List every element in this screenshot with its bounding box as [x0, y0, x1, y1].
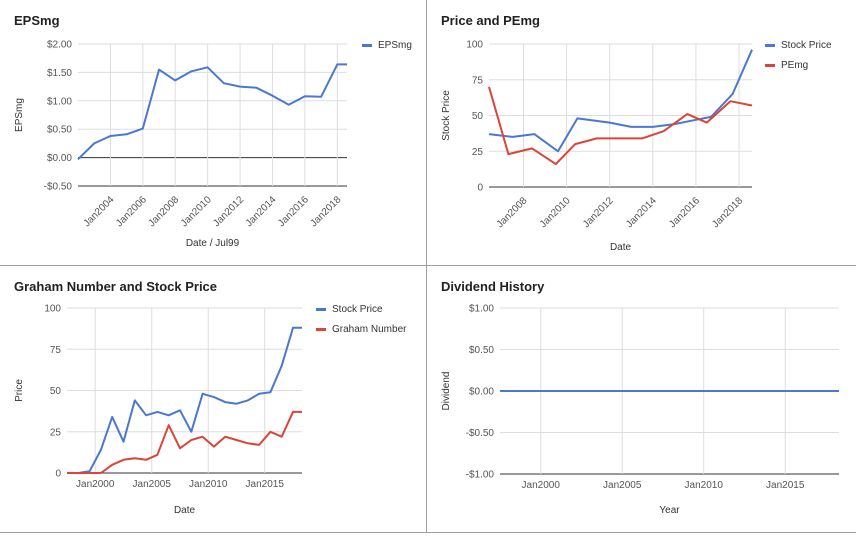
eps-chart: EPSmg -$0.50 $0.00 $0.50 $1.00 $1.50 $2.00 Jan2… — [14, 13, 412, 249]
x-tick-label: Jan2018 — [308, 194, 343, 229]
x-tick-label: Jan2014 — [244, 194, 279, 229]
y-tick-label: 25 — [472, 147, 484, 158]
x-tick-label: Jan2006 — [114, 194, 149, 229]
y-tick-label: 25 — [50, 427, 62, 438]
y-tick-label: -$0.50 — [44, 182, 73, 193]
x-axis-label: Year — [659, 505, 680, 516]
x-tick-label: Jan2014 — [624, 195, 659, 230]
x-tick-label: Jan2018 — [710, 195, 745, 230]
legend-swatch — [765, 64, 775, 67]
chart-title: Price and PEmg — [441, 13, 540, 28]
y-tick-label: 50 — [472, 111, 484, 122]
y-tick-label: -$0.50 — [466, 428, 495, 439]
y-tick-label: 100 — [466, 40, 483, 51]
x-tick-label: Jan2004 — [82, 194, 117, 229]
series-line — [67, 326, 302, 474]
y-axis-label: EPSmg — [14, 98, 25, 132]
y-tick-label: $1.00 — [47, 96, 72, 107]
y-tick-label: $0.00 — [47, 153, 72, 164]
y-tick-label: -$1.00 — [466, 470, 495, 481]
chart-title: Dividend History — [441, 279, 545, 294]
legend-label: EPSmg — [378, 40, 412, 51]
y-axis-label: Dividend — [441, 372, 452, 411]
series-line — [77, 63, 347, 161]
x-tick-label: Jan2012 — [211, 194, 246, 229]
x-tick-label: Jan2010 — [189, 479, 228, 490]
legend-label: PEmg — [781, 60, 808, 71]
x-tick-label: Jan2015 — [246, 479, 285, 490]
legend-label: Stock Price — [332, 304, 383, 315]
legend-label: Graham Number — [332, 324, 407, 335]
chart-title: EPSmg — [14, 13, 60, 28]
y-tick-label: 100 — [44, 304, 61, 315]
y-tick-label: 75 — [472, 75, 484, 86]
x-tick-label: Jan2008 — [495, 195, 530, 230]
x-tick-label: Jan2012 — [581, 195, 616, 230]
y-tick-label: $2.00 — [47, 40, 72, 51]
panel-divider-bottom — [0, 532, 856, 533]
legend-swatch — [362, 44, 372, 47]
x-tick-label: Jan2005 — [133, 479, 172, 490]
legend-swatch — [316, 308, 326, 311]
y-axis-label: Stock Price — [441, 90, 452, 141]
x-tick-label: Jan2000 — [76, 479, 115, 490]
y-tick-label: 75 — [50, 345, 62, 356]
series-line — [488, 49, 753, 153]
x-tick-label: Jan2010 — [179, 194, 214, 229]
legend-swatch — [316, 328, 326, 331]
x-tick-label: Jan2016 — [667, 195, 702, 230]
x-tick-label: Jan2016 — [276, 194, 311, 229]
x-tick-label: Jan2015 — [766, 480, 805, 491]
x-tick-label: Jan2010 — [538, 195, 573, 230]
series-line — [67, 410, 302, 474]
x-axis-label: Date — [610, 242, 632, 253]
graham-number-chart: Graham Number and Stock Price 0 25 50 75 100 J… — [14, 279, 407, 516]
x-tick-label: Jan2008 — [146, 194, 181, 229]
x-axis-label: Date — [174, 505, 196, 516]
x-axis-label: Date / Jul99 — [186, 238, 240, 249]
y-tick-label: 0 — [477, 183, 483, 194]
x-tick-label: Jan2005 — [603, 480, 642, 491]
x-tick-label: Jan2000 — [522, 480, 561, 491]
y-tick-label: 0 — [55, 469, 61, 480]
y-tick-label: $0.50 — [47, 125, 72, 136]
y-tick-label: $0.50 — [469, 345, 494, 356]
y-axis-label: Price — [14, 379, 25, 402]
y-tick-label: $1.50 — [47, 68, 72, 79]
x-tick-label: Jan2010 — [685, 480, 724, 491]
panel-divider-horizontal — [0, 265, 856, 266]
legend-swatch — [765, 44, 775, 47]
series-line — [488, 86, 753, 166]
y-tick-label: 50 — [50, 386, 62, 397]
dividend-history-chart: Dividend History -$1.00 -$0.50 $0.00 $0.50 $1… — [441, 279, 839, 516]
y-tick-label: $1.00 — [469, 304, 494, 315]
y-tick-label: $0.00 — [469, 387, 494, 398]
chart-title: Graham Number and Stock Price — [14, 279, 217, 294]
panel-divider-vertical — [426, 0, 427, 532]
legend-label: Stock Price — [781, 40, 832, 51]
